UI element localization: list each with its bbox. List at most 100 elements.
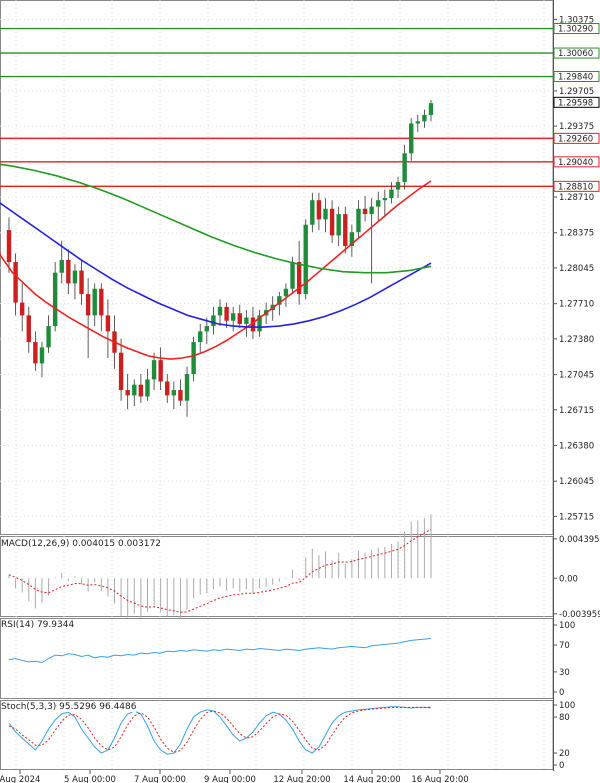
level-tag-label-4: 1.29040 (558, 158, 593, 168)
rsi-tick-label-1: 70 (559, 641, 570, 651)
candle-body-61 (409, 123, 414, 154)
price-tick-label-2: 1.29375 (559, 122, 594, 132)
candle-body-6 (46, 326, 51, 348)
price-tick-label-10: 1.26380 (559, 441, 594, 451)
candle-body-53 (356, 208, 361, 233)
candle-body-13 (92, 288, 97, 316)
stoch-tick-label-1: 80 (559, 713, 570, 723)
price-tick-label-3: 1.28710 (559, 193, 594, 203)
price-tick-label-12: 1.25715 (559, 512, 594, 522)
candle-body-58 (389, 189, 394, 199)
candle-body-47 (316, 200, 322, 220)
macd-tick-label-1: 0.00 (559, 574, 578, 584)
stoch-tick-label-0: 100 (559, 701, 575, 711)
current-price-box (553, 96, 600, 108)
candle-body-27 (184, 374, 190, 401)
candle-body-15 (105, 315, 111, 332)
candle-body-22 (151, 360, 157, 380)
candle-body-14 (99, 288, 104, 316)
price-tick-label-5: 1.28045 (559, 264, 594, 274)
stoch-tick-label-2: 20 (559, 749, 570, 759)
candle-body-11 (79, 270, 84, 295)
candle-body-33 (224, 306, 229, 321)
candle-body-23 (158, 360, 163, 382)
candle-body-42 (283, 288, 289, 297)
candle-body-0 (6, 230, 12, 263)
candle-body-51 (343, 214, 348, 247)
candle-body-24 (165, 381, 170, 396)
candle-body-18 (125, 390, 130, 396)
candle-body-7 (52, 272, 58, 327)
stoch-k-line (8, 706, 432, 755)
candle-body-57 (382, 198, 388, 201)
candle-body-32 (217, 306, 223, 316)
x-tick-label-2: 7 Aug 00:00 (134, 775, 186, 783)
candle-body-55 (369, 206, 374, 215)
x-tick-label-1: 5 Aug 00:00 (64, 775, 116, 783)
level-tag-box-0 (553, 23, 600, 35)
candle-body-38 (257, 315, 262, 332)
candle-body-26 (178, 390, 183, 401)
candle-body-28 (191, 342, 196, 375)
candle-body-41 (277, 296, 282, 305)
candle-body-37 (250, 317, 256, 332)
macd-tick-label-0: 0.004395 (559, 535, 600, 545)
x-tick-label-3: 9 Aug 00:00 (204, 775, 256, 783)
x-tick-label-4: 12 Aug 20:00 (273, 775, 330, 783)
level-tag-label-2: 1.29840 (558, 73, 593, 83)
level-tag-label-1: 1.30060 (558, 49, 593, 59)
moving-average-line-2 (0, 163, 432, 274)
candle-body-52 (349, 232, 355, 247)
candle-body-46 (310, 200, 315, 225)
candle-body-2 (19, 302, 25, 316)
stoch-label: Stoch(5,3,3) 95.5296 96.4486 (1, 702, 137, 712)
candle-body-50 (336, 214, 341, 236)
macd-label: MACD(12,26,9) 0.004015 0.003172 (1, 539, 161, 549)
candle-body-62 (415, 121, 421, 124)
candle-body-60 (402, 153, 407, 183)
candle-body-3 (26, 315, 31, 343)
rsi-label: RSI(14) 79.9344 (1, 620, 75, 630)
candle-body-29 (198, 331, 203, 343)
candle-body-45 (303, 224, 308, 295)
candle-body-44 (296, 262, 302, 295)
candle-body-20 (138, 384, 144, 397)
level-tag-box-2 (553, 71, 600, 83)
candle-body-31 (211, 315, 216, 327)
candle-body-63 (422, 114, 427, 122)
candle-body-1 (13, 262, 18, 303)
candle-body-64 (428, 103, 434, 115)
price-tick-label-9: 1.26715 (559, 406, 594, 416)
level-tag-label-3: 1.29260 (558, 134, 593, 144)
candle-body-4 (33, 342, 38, 364)
panel-border-2 (0, 618, 554, 699)
candle-body-49 (329, 208, 335, 236)
candle-body-59 (395, 182, 401, 190)
candle-body-17 (118, 352, 124, 391)
candle-body-36 (244, 317, 249, 324)
candle-body-5 (39, 347, 45, 364)
x-tick-label-5: 14 Aug 20:00 (343, 775, 400, 783)
level-tag-box-3 (553, 132, 600, 144)
x-tick-label-6: 16 Aug 20:00 (411, 775, 468, 783)
price-tick-label-4: 1.28375 (559, 229, 594, 239)
level-tag-box-5 (553, 180, 600, 192)
level-tag-box-1 (553, 47, 600, 59)
price-tick-label-1: 1.29705 (559, 87, 594, 97)
candle-body-10 (72, 270, 78, 284)
price-tick-label-0: 1.30375 (559, 15, 594, 25)
price-tick-label-11: 1.26045 (559, 477, 594, 487)
candle-body-48 (323, 208, 328, 220)
candle-body-56 (376, 200, 381, 207)
level-tag-label-5: 1.28810 (558, 182, 593, 192)
x-tick-label-0: Aug 2024 (0, 775, 40, 783)
rsi-tick-label-2: 30 (559, 668, 570, 678)
price-tick-label-6: 1.27710 (559, 300, 594, 310)
macd-tick-label-2: -0.003959 (559, 610, 600, 620)
candle-body-34 (230, 313, 236, 321)
candle-body-12 (85, 294, 91, 316)
current-price-label: 1.29598 (558, 98, 593, 108)
rsi-tick-label-3: 0 (559, 688, 564, 698)
candle-body-30 (204, 326, 210, 332)
